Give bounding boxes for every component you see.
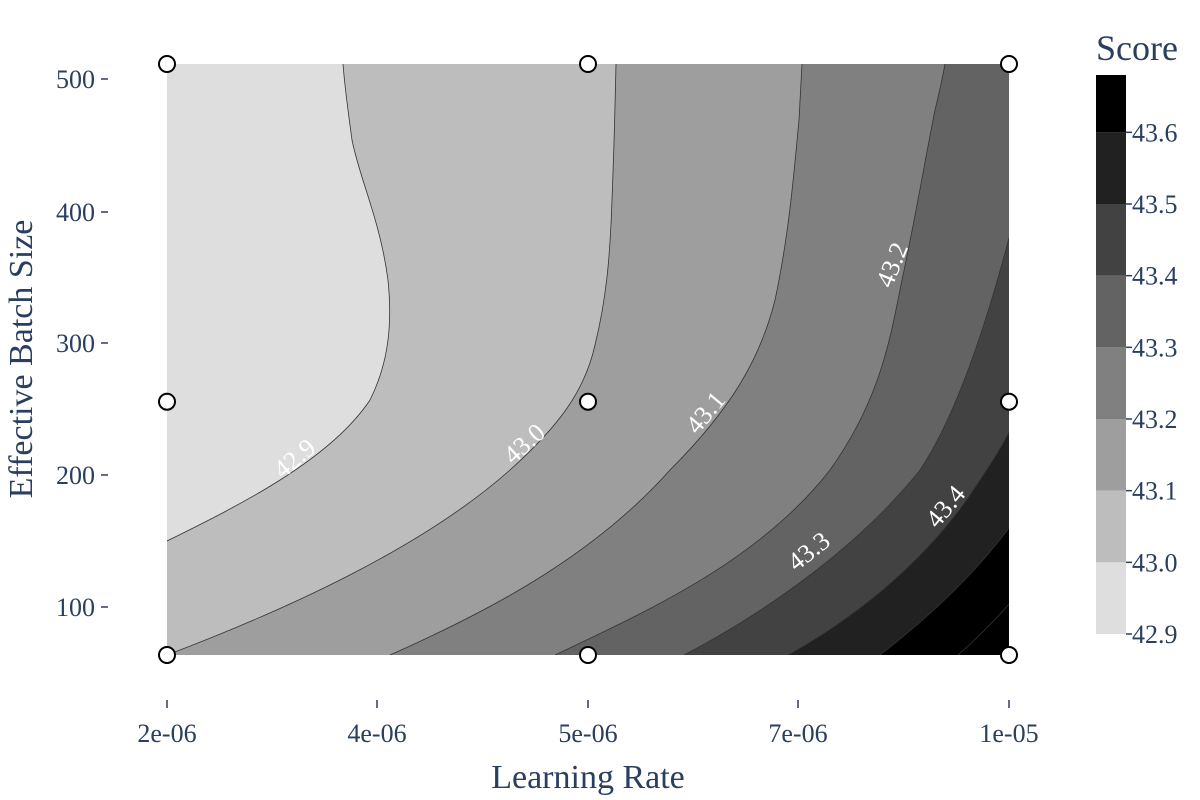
contour-line <box>389 64 803 655</box>
data-point <box>1000 646 1018 664</box>
data-point <box>158 55 176 73</box>
colorbar-tick-label: 42.9 <box>1132 620 1178 649</box>
data-point <box>158 392 176 411</box>
contour-line <box>879 527 1009 655</box>
data-point <box>158 646 176 664</box>
data-point <box>1000 392 1018 411</box>
x-tick-label: 4e-06 <box>347 719 406 748</box>
contour-band <box>958 604 1009 655</box>
x-tick-label: 2e-06 <box>137 719 196 748</box>
colorbar-tick-label: 43.3 <box>1132 333 1178 362</box>
contour-band <box>880 528 1009 655</box>
y-axis: 100 200 300 400 500 <box>56 65 108 622</box>
colorbar: 42.9 43.0 43.1 43.2 43.3 43.4 43.5 43.6 <box>1096 75 1178 649</box>
colorbar-segment <box>1096 347 1126 419</box>
data-points <box>158 55 1018 664</box>
contour-line <box>957 603 1009 655</box>
data-point <box>579 392 597 411</box>
colorbar-tick-label: 43.5 <box>1132 190 1178 219</box>
contour-line <box>167 64 617 655</box>
contour-line <box>683 237 1009 655</box>
contour-lines <box>167 64 1009 655</box>
data-point <box>579 55 597 73</box>
colorbar-tick-label: 43.0 <box>1132 548 1178 577</box>
y-axis-title: Effective Batch Size <box>3 220 40 499</box>
contour-band <box>167 64 390 541</box>
contour-bands <box>167 64 1009 655</box>
colorbar-segment <box>1096 204 1126 276</box>
colorbar-title: Score <box>1096 28 1178 68</box>
contour-line <box>787 431 1009 655</box>
colorbar-tick-label: 43.2 <box>1132 405 1178 434</box>
x-axis: 2e-06 4e-06 5e-06 7e-06 1e-05 <box>137 700 1039 748</box>
colorbar-segment <box>1096 132 1126 204</box>
data-point <box>579 646 597 664</box>
contour-band <box>684 238 1009 655</box>
contour-band <box>555 64 1009 655</box>
x-tick-label: 1e-05 <box>979 719 1038 748</box>
contour-band <box>390 64 945 655</box>
y-tick-label: 400 <box>56 198 95 227</box>
colorbar-tick-label: 43.4 <box>1132 262 1178 291</box>
y-tick-label: 100 <box>56 593 95 622</box>
y-tick-label: 500 <box>56 65 95 94</box>
x-axis-title: Learning Rate <box>491 759 685 796</box>
colorbar-segment <box>1096 75 1126 133</box>
y-tick-label: 200 <box>56 461 95 490</box>
colorbar-segment <box>1096 419 1126 491</box>
colorbar-segment <box>1096 490 1126 563</box>
x-tick-label: 7e-06 <box>768 719 827 748</box>
contour-band <box>167 64 616 655</box>
contour-line <box>554 64 946 655</box>
colorbar-tick-label: 43.6 <box>1132 118 1178 147</box>
colorbar-segment <box>1096 562 1126 634</box>
contour-band <box>788 432 1009 655</box>
contour-band <box>167 64 802 655</box>
contour-line <box>167 64 391 542</box>
data-point <box>1000 55 1018 73</box>
colorbar-tick-label: 43.1 <box>1132 477 1178 506</box>
y-tick-label: 300 <box>56 329 95 358</box>
colorbar-segment <box>1096 275 1126 348</box>
x-tick-label: 5e-06 <box>558 719 617 748</box>
